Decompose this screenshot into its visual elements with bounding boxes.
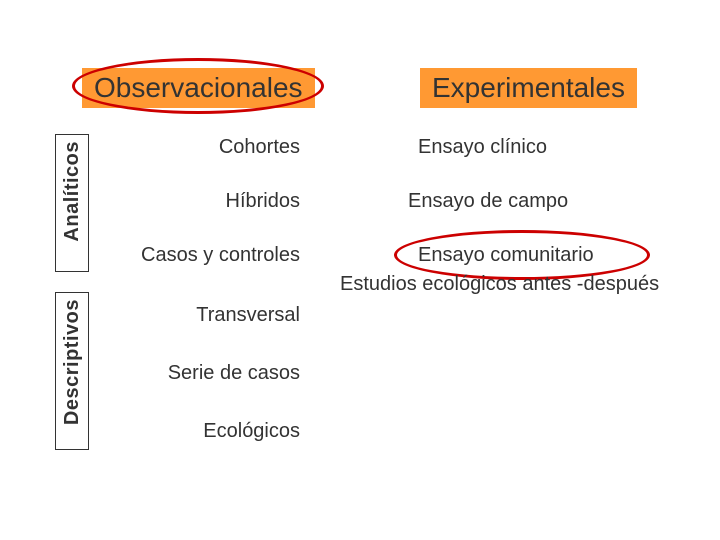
obs-item-3: Transversal [100,304,300,327]
obs-item-1: Híbridos [100,190,300,213]
exp-item-3: Estudios ecológicos antes -después [340,272,660,297]
header-experimentales: Experimentales [420,68,637,108]
exp-item-0: Ensayo clínico [418,136,678,159]
obs-item-0: Cohortes [100,136,300,159]
side-descriptivos-box: Descriptivos [55,292,89,450]
side-descriptivos-label: Descriptivos [59,293,86,431]
side-analiticos-box: Analíticos [55,134,89,272]
diagram-stage: Observacionales Experimentales Analítico… [0,0,720,540]
obs-item-2: Casos y controles [100,244,300,267]
obs-item-4: Serie de casos [100,362,300,385]
side-analiticos-label: Analíticos [59,135,86,248]
header-observacionales: Observacionales [82,68,315,108]
exp-item-1: Ensayo de campo [408,190,668,213]
obs-item-5: Ecológicos [100,420,300,443]
exp-item-2: Ensayo comunitario [418,244,678,267]
